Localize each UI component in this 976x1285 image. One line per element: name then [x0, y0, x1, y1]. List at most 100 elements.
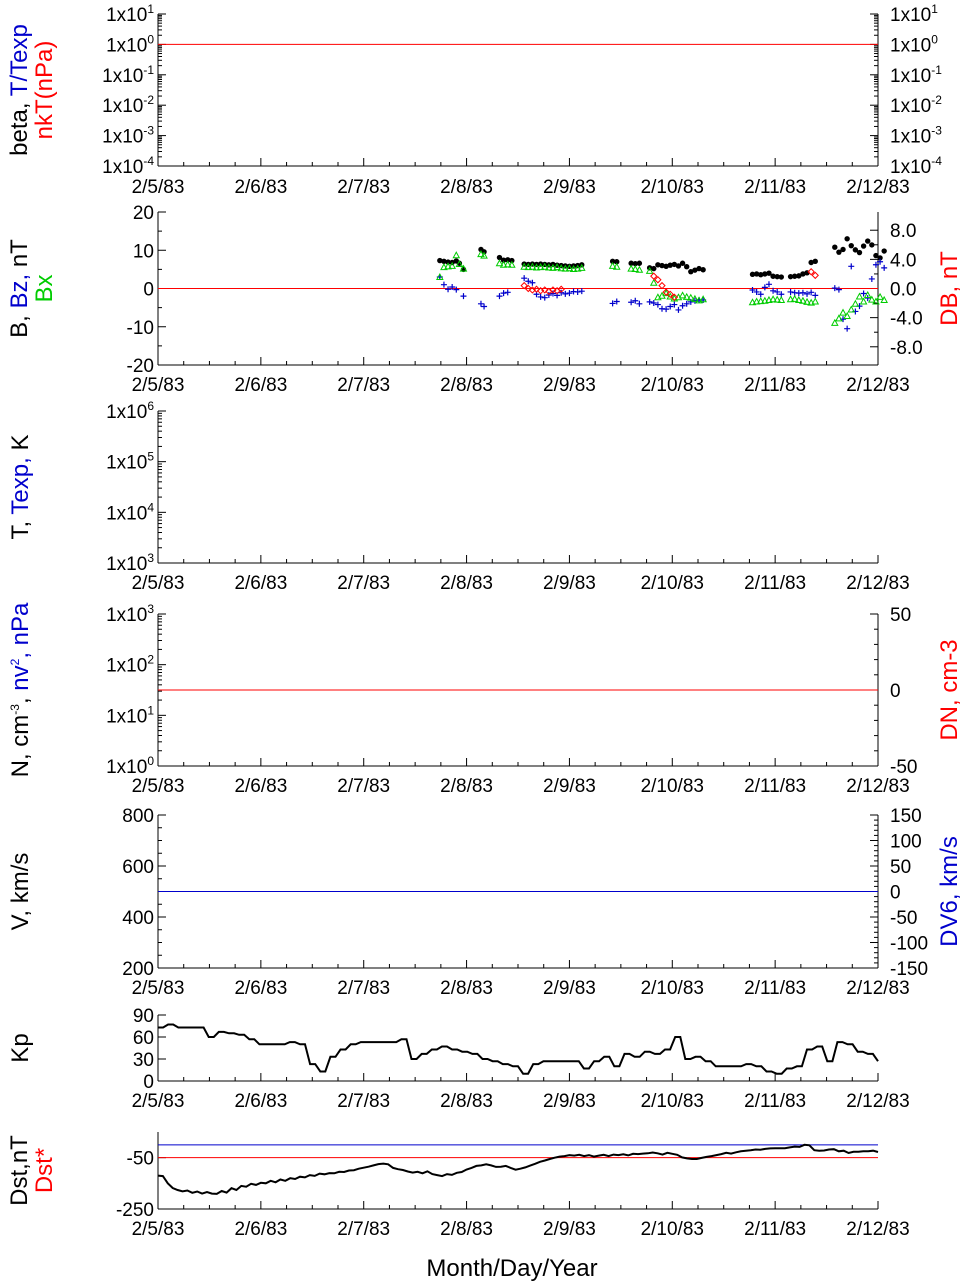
x-tick-label: 2/10/83 — [641, 375, 704, 396]
x-tick-label: 2/8/83 — [440, 177, 493, 198]
point-bz — [765, 281, 772, 288]
y-tick-label: -250 — [116, 1200, 154, 1221]
point-db — [650, 272, 658, 280]
point-bz — [835, 286, 842, 293]
point-bz — [770, 287, 777, 294]
y-tick-label: 1x10-4 — [102, 154, 154, 178]
point-bx — [557, 264, 566, 272]
point-bx — [477, 250, 485, 258]
x-tick-label: 2/6/83 — [234, 573, 287, 594]
point-bx — [577, 263, 586, 271]
point-bz — [496, 293, 503, 300]
point-bx — [553, 263, 561, 271]
y-axis-label-part: nT — [6, 239, 33, 267]
y-tick-label: 1x10-1 — [102, 63, 154, 87]
point-bx — [748, 298, 757, 306]
point-db — [520, 281, 528, 290]
y-axis-label-part: N, cm — [7, 715, 34, 778]
y-tick-label: 200 — [122, 959, 154, 980]
point-bx — [480, 251, 488, 259]
point-bz — [667, 303, 674, 310]
y-tick-label: 0 — [143, 280, 154, 301]
y-axis-label: T, Texp, K — [7, 435, 34, 540]
panel-density: 1x103 1x102 1x101 1x100 50 0 -50 2/5/83 2/6/83 2/… — [7, 602, 963, 797]
x-tick-label: 2/5/83 — [132, 1091, 185, 1112]
right-tick-label: 1x10-1 — [890, 63, 942, 87]
y-tick-label: 1x102 — [106, 653, 154, 677]
y-tick-label: -20 — [127, 356, 154, 377]
point-bx — [835, 314, 843, 322]
point-b — [832, 244, 838, 250]
point-bz — [541, 294, 548, 301]
right-tick-label: 100 — [890, 832, 922, 853]
point-bz — [860, 290, 867, 297]
point-b — [614, 259, 620, 265]
point-bx — [540, 262, 549, 270]
point-bx — [678, 291, 687, 299]
point-bz — [574, 288, 581, 295]
point-b — [800, 271, 806, 277]
y-tick-label: 60 — [133, 1028, 154, 1049]
point-b — [496, 254, 503, 261]
point-bz — [799, 289, 806, 296]
point-bz — [445, 286, 452, 293]
point-bz — [808, 289, 815, 296]
y-axis-label-part: , nPa — [7, 602, 34, 659]
point-b — [770, 273, 776, 279]
point-db — [666, 290, 674, 299]
y-tick-label: 90 — [133, 1006, 154, 1027]
x-axis-title: Month/Day/Year — [426, 1255, 597, 1282]
point-bz — [753, 288, 760, 295]
y-axis-label-part: nkT(nPa) — [31, 41, 58, 140]
y-axis-label: Dst* — [31, 1148, 58, 1193]
x-tick-label: 2/9/83 — [543, 177, 596, 198]
point-bz — [675, 306, 682, 313]
right-tick-label: 50 — [890, 857, 911, 878]
point-bx — [859, 297, 868, 305]
point-bx — [803, 297, 811, 305]
x-tick-label: 2/7/83 — [337, 1219, 390, 1240]
point-bx — [786, 295, 795, 303]
x-tick-label: 2/5/83 — [132, 375, 185, 396]
point-bx — [631, 264, 640, 272]
x-tick-label: 2/10/83 — [641, 1091, 704, 1112]
point-bx — [851, 299, 860, 307]
point-b — [808, 259, 814, 266]
point-b — [877, 255, 883, 261]
x-tick-label: 2/11/83 — [744, 375, 806, 396]
point-bz — [460, 293, 467, 300]
point-bz — [774, 288, 781, 295]
point-bx — [448, 261, 457, 269]
x-tick-label: 2/11/83 — [744, 1091, 806, 1112]
x-tick-label: 2/10/83 — [641, 177, 704, 198]
point-b — [749, 271, 756, 278]
right-axis-label: DV6, km/s — [936, 836, 963, 947]
point-bx — [503, 260, 512, 268]
point-bz — [613, 298, 620, 305]
panel-mag: 20 10 0 -10 -20 8.0 4.0 0.0 -4.0 -8.0 2/5/83 2/6/83… — [6, 203, 963, 396]
point-b — [692, 267, 698, 273]
point-bz — [481, 303, 488, 310]
y-tick-label: 1x106 — [106, 399, 154, 423]
point-b — [844, 236, 850, 242]
point-bz — [628, 299, 635, 306]
right-tick-label: -8.0 — [890, 338, 923, 359]
point-bx — [699, 295, 707, 303]
x-tick-label: 2/5/83 — [132, 573, 185, 594]
y-axis-label: N, cm-3, nv2, nPa — [7, 602, 34, 777]
x-tick-label: 2/10/83 — [641, 1219, 704, 1240]
y-axis-label: beta, T/Texp — [6, 24, 33, 156]
x-tick-label: 2/10/83 — [641, 776, 704, 797]
point-b — [659, 262, 665, 269]
point-bx — [561, 264, 570, 272]
x-tick-label: 2/6/83 — [234, 375, 287, 396]
point-bx — [794, 295, 803, 303]
point-bx — [686, 293, 695, 301]
point-bx — [524, 263, 533, 271]
x-tick-label: 2/8/83 — [440, 1219, 493, 1240]
x-tick-label: 2/12/83 — [846, 375, 909, 396]
point-b — [758, 272, 764, 278]
x-tick-label: 2/12/83 — [846, 573, 909, 594]
